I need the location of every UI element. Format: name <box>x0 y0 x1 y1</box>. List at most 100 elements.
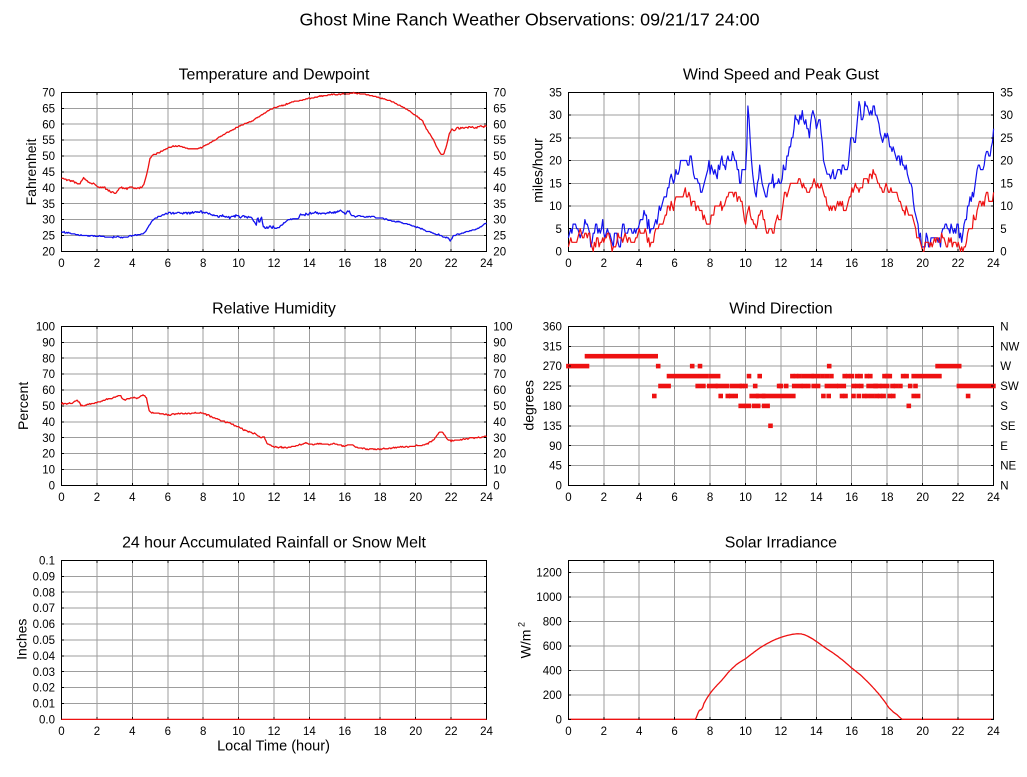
svg-text:0: 0 <box>555 481 561 493</box>
svg-text:8: 8 <box>200 258 206 270</box>
svg-text:NW: NW <box>1000 341 1019 353</box>
svg-text:22: 22 <box>445 258 458 270</box>
svg-text:2: 2 <box>94 258 100 270</box>
svg-text:135: 135 <box>543 421 562 433</box>
svg-text:6: 6 <box>165 258 171 270</box>
svg-text:16: 16 <box>845 726 858 738</box>
svg-text:200: 200 <box>543 690 562 702</box>
svg-text:22: 22 <box>952 492 965 504</box>
svg-text:degrees: degrees <box>521 380 537 431</box>
svg-text:12: 12 <box>775 726 788 738</box>
svg-text:5: 5 <box>555 224 561 236</box>
svg-text:12: 12 <box>268 258 281 270</box>
svg-text:40: 40 <box>493 183 506 195</box>
svg-text:20: 20 <box>493 449 506 461</box>
svg-text:S: S <box>1000 401 1008 413</box>
svg-text:50: 50 <box>42 151 55 163</box>
svg-text:10: 10 <box>232 726 245 738</box>
svg-text:0.0: 0.0 <box>39 715 55 727</box>
svg-text:315: 315 <box>543 341 562 353</box>
svg-text:10: 10 <box>739 492 752 504</box>
svg-text:50: 50 <box>493 401 506 413</box>
svg-text:10: 10 <box>739 726 752 738</box>
svg-text:90: 90 <box>493 337 506 349</box>
svg-text:270: 270 <box>543 361 562 373</box>
svg-text:24: 24 <box>480 258 493 270</box>
svg-text:35: 35 <box>493 199 506 211</box>
svg-text:20: 20 <box>549 156 562 168</box>
svg-text:10: 10 <box>232 492 245 504</box>
svg-text:2: 2 <box>601 726 607 738</box>
svg-text:0: 0 <box>555 715 561 727</box>
svg-text:35: 35 <box>1000 88 1013 100</box>
svg-text:20: 20 <box>42 247 55 259</box>
svg-text:25: 25 <box>42 231 55 243</box>
svg-text:25: 25 <box>1000 133 1013 145</box>
svg-text:8: 8 <box>707 492 713 504</box>
svg-text:0.09: 0.09 <box>33 571 55 583</box>
svg-text:8: 8 <box>200 492 206 504</box>
svg-text:30: 30 <box>1000 110 1013 122</box>
svg-text:0.07: 0.07 <box>33 603 55 615</box>
svg-text:70: 70 <box>493 88 506 100</box>
svg-text:16: 16 <box>845 258 858 270</box>
svg-text:14: 14 <box>303 258 316 270</box>
svg-text:Ghost Mine Ranch Weather Obser: Ghost Mine Ranch Weather Observations: 0… <box>299 10 759 30</box>
svg-text:45: 45 <box>549 461 562 473</box>
svg-text:40: 40 <box>42 183 55 195</box>
svg-text:16: 16 <box>338 492 351 504</box>
svg-text:24: 24 <box>480 492 493 504</box>
svg-text:0.01: 0.01 <box>33 699 55 711</box>
svg-text:16: 16 <box>338 258 351 270</box>
svg-text:8: 8 <box>707 258 713 270</box>
svg-text:4: 4 <box>636 258 643 270</box>
svg-text:25: 25 <box>549 133 562 145</box>
svg-text:100: 100 <box>493 322 512 334</box>
svg-text:24: 24 <box>480 726 493 738</box>
svg-text:14: 14 <box>810 726 823 738</box>
svg-text:55: 55 <box>42 135 55 147</box>
svg-text:Inches: Inches <box>14 619 30 660</box>
svg-text:50: 50 <box>42 401 55 413</box>
svg-text:18: 18 <box>374 726 387 738</box>
svg-text:22: 22 <box>445 726 458 738</box>
svg-text:0: 0 <box>49 481 55 493</box>
svg-text:100: 100 <box>36 322 55 334</box>
svg-text:0.03: 0.03 <box>33 667 55 679</box>
svg-text:4: 4 <box>636 726 643 738</box>
svg-text:Wind Direction: Wind Direction <box>729 300 832 317</box>
svg-text:60: 60 <box>493 119 506 131</box>
svg-text:Fahrenheit: Fahrenheit <box>23 138 39 205</box>
svg-text:SE: SE <box>1000 421 1016 433</box>
svg-text:0: 0 <box>565 726 571 738</box>
svg-text:15: 15 <box>1000 178 1013 190</box>
svg-text:16: 16 <box>338 726 351 738</box>
svg-text:SW: SW <box>1000 381 1019 393</box>
svg-text:6: 6 <box>671 726 677 738</box>
svg-text:1200: 1200 <box>536 568 562 580</box>
svg-text:0: 0 <box>555 247 561 259</box>
svg-text:60: 60 <box>493 385 506 397</box>
svg-text:30: 30 <box>493 215 506 227</box>
svg-text:20: 20 <box>409 492 422 504</box>
svg-text:8: 8 <box>707 726 713 738</box>
svg-text:400: 400 <box>543 666 562 678</box>
svg-text:800: 800 <box>543 617 562 629</box>
svg-text:0.05: 0.05 <box>33 635 55 647</box>
svg-text:15: 15 <box>549 178 562 190</box>
svg-text:6: 6 <box>671 258 677 270</box>
svg-text:0: 0 <box>565 258 571 270</box>
svg-text:10: 10 <box>493 465 506 477</box>
svg-text:1000: 1000 <box>536 592 562 604</box>
svg-text:0: 0 <box>1000 247 1006 259</box>
svg-text:65: 65 <box>42 103 55 115</box>
svg-text:22: 22 <box>445 492 458 504</box>
svg-text:6: 6 <box>671 492 677 504</box>
svg-text:90: 90 <box>549 441 562 453</box>
svg-text:65: 65 <box>493 103 506 115</box>
svg-text:24: 24 <box>987 258 1000 270</box>
svg-text:30: 30 <box>42 215 55 227</box>
svg-text:N: N <box>1000 322 1008 334</box>
svg-text:45: 45 <box>42 167 55 179</box>
svg-text:180: 180 <box>543 401 562 413</box>
